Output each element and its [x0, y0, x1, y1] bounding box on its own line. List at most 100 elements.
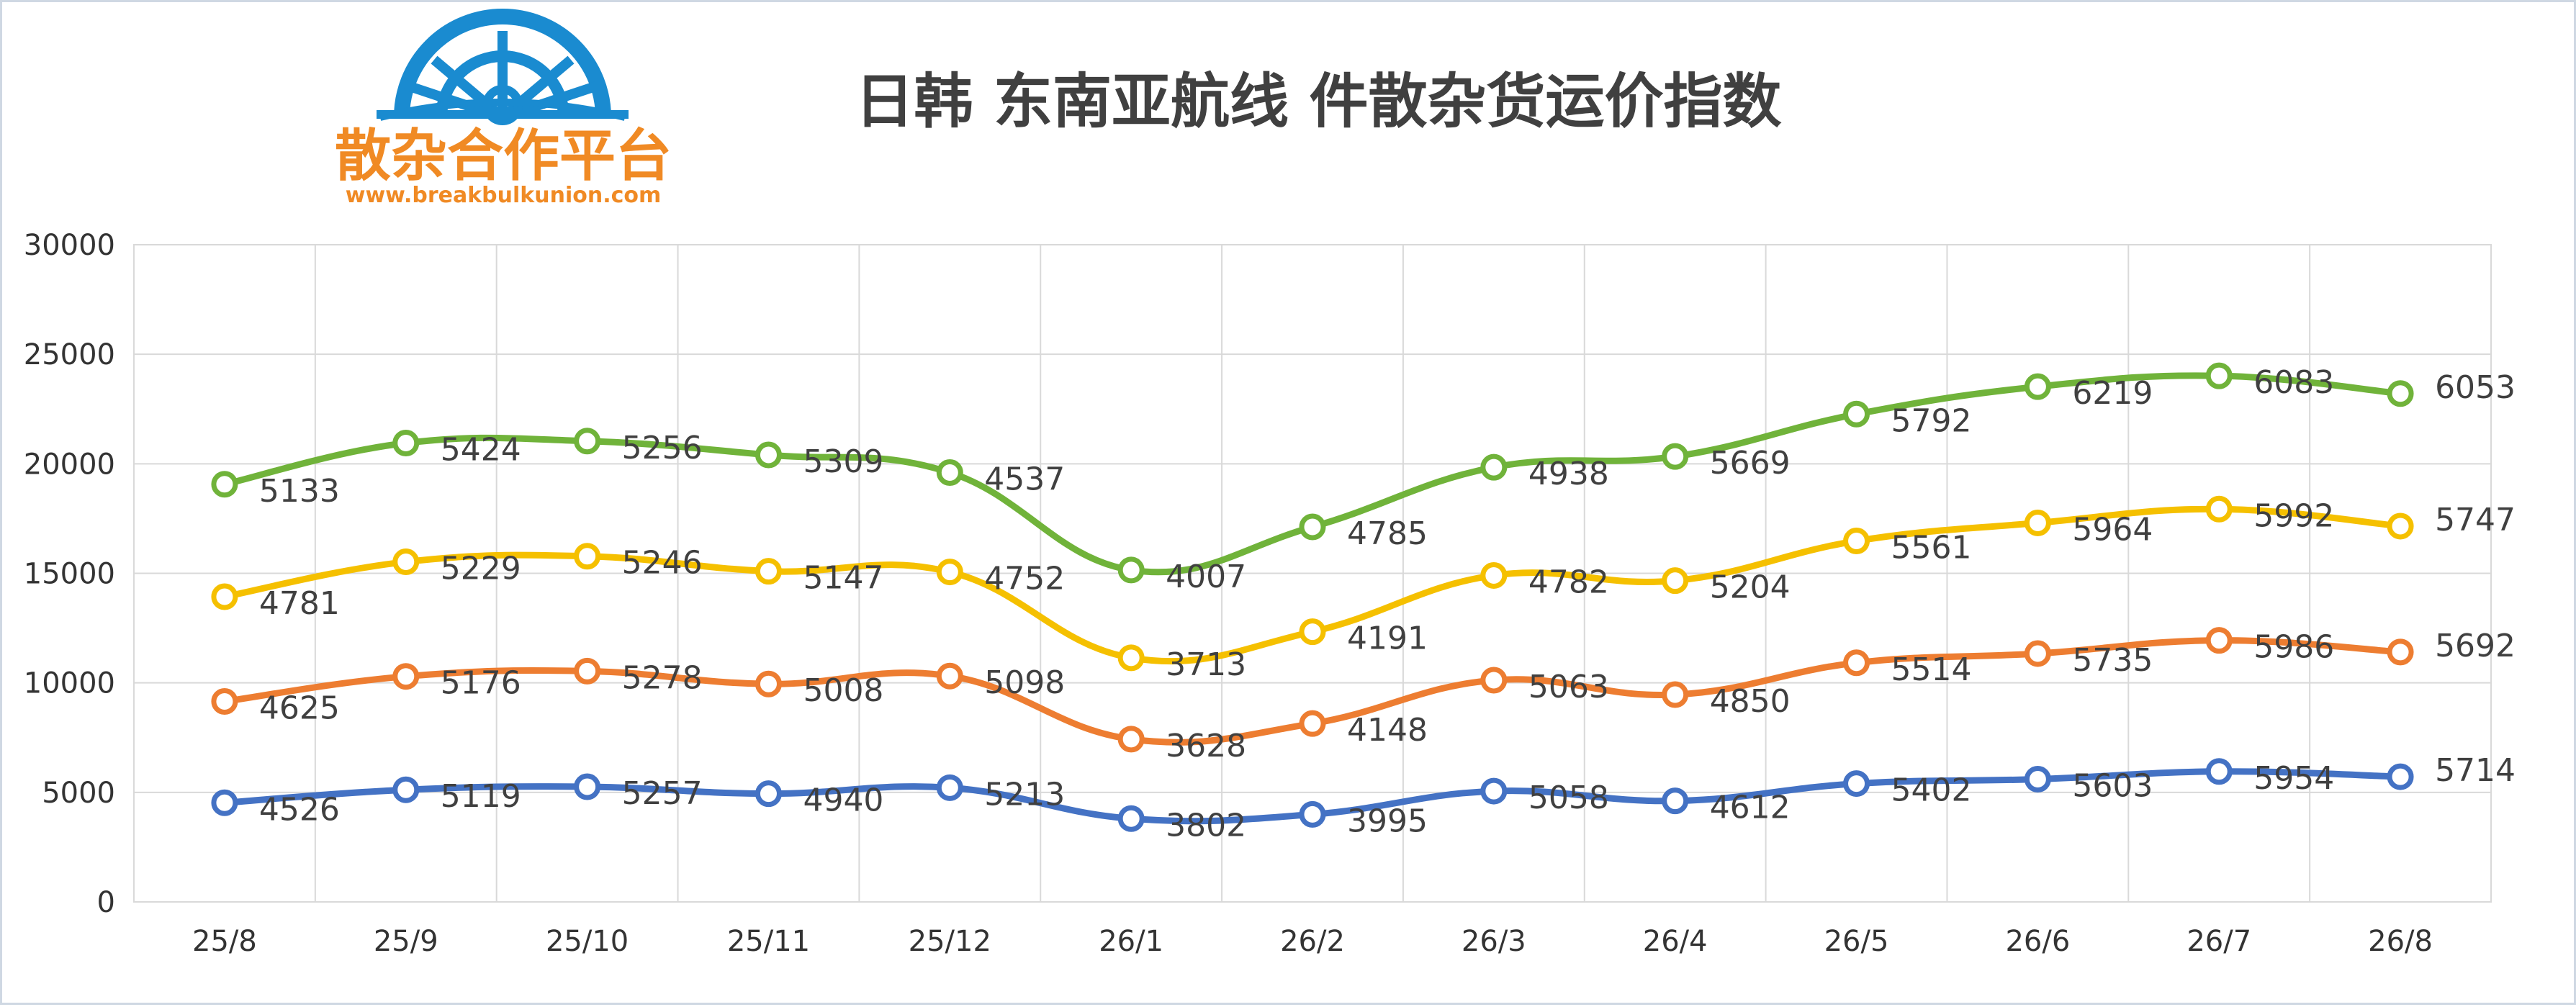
data-point	[936, 459, 963, 487]
data-label: 5964	[2072, 511, 2153, 548]
x-tick-label: 25/12	[909, 925, 991, 958]
data-point	[211, 583, 238, 610]
data-label: 6083	[2253, 364, 2334, 401]
data-point	[392, 429, 420, 456]
data-point	[211, 471, 238, 498]
x-tick-label: 25/11	[727, 925, 810, 958]
data-point	[574, 773, 601, 800]
data-point	[574, 428, 601, 455]
data-label: 5008	[803, 672, 883, 709]
logo-url: www.breakbulkunion.com	[346, 183, 662, 208]
data-point	[1480, 667, 1508, 694]
data-label: 5669	[1710, 445, 1791, 482]
data-label: 4148	[1347, 712, 1428, 749]
data-label: 5603	[2072, 767, 2153, 804]
x-tick-label: 25/10	[546, 925, 629, 958]
data-point	[1480, 777, 1508, 805]
data-label: 6219	[2072, 375, 2153, 412]
data-label: 5714	[2435, 752, 2516, 789]
y-tick-label: 5000	[42, 777, 115, 810]
data-point	[2387, 763, 2414, 790]
data-label: 5213	[984, 776, 1065, 813]
y-tick-label: 15000	[24, 558, 115, 591]
ship-wheel-icon	[377, 9, 629, 125]
data-point	[755, 441, 782, 469]
data-label: 4938	[1528, 456, 1609, 492]
data-label: 5792	[1891, 402, 1972, 439]
x-tick-label: 26/6	[2005, 925, 2070, 958]
data-point	[2024, 640, 2051, 667]
data-point	[2205, 758, 2233, 785]
data-point	[755, 780, 782, 808]
data-label: 5954	[2253, 760, 2334, 797]
data-point	[2024, 765, 2051, 792]
data-label: 3995	[1347, 803, 1428, 839]
data-label: 5133	[259, 473, 340, 510]
data-point	[2024, 509, 2051, 536]
data-point	[1843, 400, 1870, 428]
data-label: 5204	[1710, 569, 1791, 606]
data-label: 5147	[803, 560, 883, 597]
y-tick-label: 25000	[24, 338, 115, 371]
data-point	[1299, 800, 1326, 828]
data-point	[2387, 380, 2414, 407]
data-point	[2387, 512, 2414, 540]
data-label: 3713	[1166, 646, 1246, 683]
data-label: 4781	[259, 585, 340, 622]
x-tick-label: 26/2	[1280, 925, 1345, 958]
y-tick-label: 30000	[24, 229, 115, 262]
data-point	[1299, 513, 1326, 541]
data-point	[1117, 556, 1145, 584]
data-point	[392, 776, 420, 803]
data-point	[1117, 805, 1145, 832]
chart-title: 日韩 东南亚航线 件散杂货运价指数	[855, 68, 1781, 136]
x-tick-label: 26/4	[1643, 925, 1708, 958]
data-point	[392, 548, 420, 576]
x-tick-label: 26/3	[1462, 925, 1526, 958]
data-label: 4785	[1347, 515, 1428, 552]
y-tick-label: 0	[97, 886, 115, 919]
data-point	[392, 663, 420, 690]
data-point	[1843, 649, 1870, 677]
data-label: 5256	[622, 430, 703, 466]
data-label: 5176	[441, 665, 521, 702]
x-axis: 25/8 25/9 25/10 25/11 25/12 26/1 26/2 26/3 26/4 2…	[192, 925, 2433, 958]
data-point	[755, 670, 782, 697]
data-point	[936, 774, 963, 801]
data-label: 5257	[622, 775, 703, 812]
data-label: 6053	[2435, 369, 2516, 406]
data-label: 4625	[259, 690, 340, 727]
data-label: 5309	[803, 443, 883, 480]
data-point	[1843, 770, 1870, 798]
data-label: 4612	[1710, 790, 1791, 826]
y-tick-label: 20000	[24, 448, 115, 481]
data-label: 5986	[2253, 629, 2334, 666]
data-point	[1662, 681, 1689, 708]
data-label: 4850	[1710, 683, 1791, 720]
series-group	[211, 362, 2414, 832]
data-label: 4940	[803, 782, 883, 819]
data-point	[1117, 644, 1145, 672]
data-label: 4782	[1528, 564, 1609, 600]
data-label: 5402	[1891, 772, 1972, 809]
data-label: 4191	[1347, 620, 1428, 657]
data-point	[936, 662, 963, 690]
data-point	[1299, 710, 1326, 737]
data-label: 5246	[622, 545, 703, 582]
y-axis: 0 5000 10000 15000 20000 25000 30000	[24, 229, 115, 919]
data-label: 5098	[984, 664, 1065, 701]
x-tick-label: 26/7	[2187, 925, 2251, 958]
data-point	[936, 559, 963, 586]
data-label: 5058	[1528, 780, 1609, 816]
data-point	[2024, 373, 2051, 400]
data-label: 3628	[1166, 728, 1246, 764]
data-point	[1480, 453, 1508, 481]
data-label: 5747	[2435, 502, 2516, 538]
data-point	[2205, 362, 2233, 389]
data-label: 5229	[441, 551, 521, 587]
data-label: 4752	[984, 561, 1065, 597]
x-tick-label: 25/8	[192, 925, 257, 958]
data-point	[1662, 443, 1689, 470]
x-tick-label: 26/5	[1824, 925, 1889, 958]
